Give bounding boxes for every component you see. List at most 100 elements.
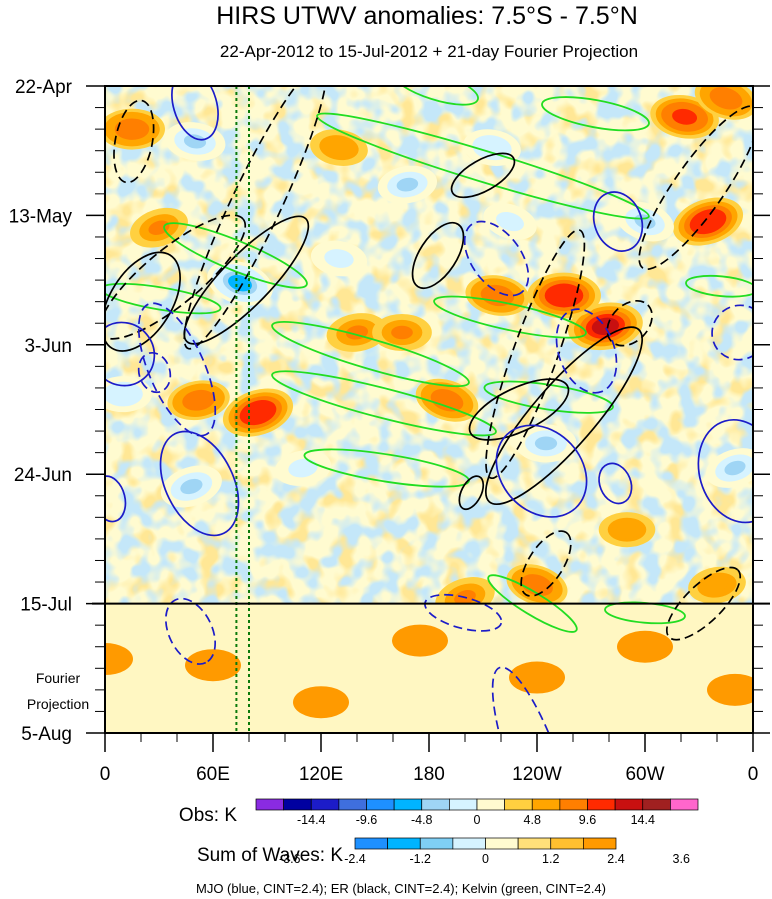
obs-hotspot-level (148, 220, 170, 235)
er-contour (183, 215, 310, 345)
obs-hotspot (598, 512, 656, 548)
wave-legend: MJO (blue, CINT=2.4); ER (black, CINT=2.… (196, 881, 606, 896)
kelvin-contour (433, 295, 587, 339)
colorbar-tick-label: -14.4 (297, 813, 326, 827)
colorbar-tick-label: -3.6 (279, 852, 301, 866)
colorbar-swatch (550, 837, 584, 850)
obs-hotspot (207, 260, 273, 306)
colorbar-tick-label: 2.4 (607, 852, 624, 866)
projection-hotspot (707, 673, 753, 706)
x-tick-label: 0 (100, 764, 111, 785)
obs-hotspot-level (112, 387, 134, 401)
projection-hotspot (293, 686, 349, 719)
colorbar-swatch (587, 798, 616, 811)
colorbar-tick-label: 1.2 (542, 852, 559, 866)
obs-hotspot (167, 380, 230, 421)
x-tick-label: 60E (196, 764, 230, 785)
obs-hotspot (515, 424, 577, 463)
obs-hotspot-level (525, 577, 549, 593)
kelvin-contour (316, 112, 650, 220)
obs-hotspot (616, 201, 674, 242)
mjo-contour (105, 475, 127, 523)
projection-anomaly-spots (105, 624, 753, 719)
projection-hotspot-level (408, 632, 432, 649)
kelvin-contour (271, 320, 470, 388)
colorbar-tick-label: 14.4 (631, 813, 655, 827)
colorbar-tick-label: 4.8 (524, 813, 541, 827)
obs-colorbar: -14.4 -9.6 -4.8 0 4.8 9.6 14.4 (255, 798, 699, 827)
obs-colorbar-label: Obs: K (179, 805, 237, 826)
obs-speckle-dry (105, 86, 753, 604)
obs-hotspot-level (591, 317, 620, 335)
colorbar-swatch (338, 798, 367, 811)
obs-hotspot (465, 275, 530, 316)
colorbar-swatch (517, 837, 552, 850)
mjo-contour (598, 462, 633, 505)
mjo-contour (491, 666, 577, 733)
obs-hotspot-level (391, 325, 413, 340)
er-contour (665, 566, 742, 641)
colorbar-swatch (531, 798, 561, 811)
obs-hotspot-level (485, 288, 510, 303)
er-contour (484, 326, 644, 506)
kelvin-contour (391, 86, 479, 106)
colorbar-swatch (419, 837, 454, 850)
projection-hotspot-level (723, 681, 747, 698)
mjo-contour (164, 597, 217, 665)
colorbar-tick-label: 9.6 (579, 813, 596, 827)
obs-hotspot (688, 566, 746, 604)
colorbar-tick-label: 0 (474, 813, 481, 827)
obs-anomaly-spots (105, 86, 753, 604)
obs-hotspot (326, 313, 388, 352)
y-tick-label: 3-Jun (24, 336, 72, 357)
obs-hotspot (377, 165, 438, 204)
kelvin-contour (303, 448, 470, 488)
obs-anomaly-field (105, 86, 753, 604)
projection-hotspot (392, 624, 448, 657)
er-contour (113, 99, 155, 184)
mjo-contour (159, 430, 240, 537)
y-axis: 22-Apr 13-May 3-Jun 24-Jun 15-Jul 5-Aug (9, 77, 770, 745)
mjo-contour (137, 351, 172, 394)
mjo-contour (105, 321, 156, 387)
projection-hotspot (617, 630, 673, 663)
mjo-contour (592, 191, 644, 252)
wave-contours (105, 86, 753, 733)
er-contour (411, 221, 465, 289)
obs-hotspot (164, 122, 226, 161)
colorbar-swatch (559, 798, 588, 811)
colorbar-swatch (283, 798, 312, 811)
obs-hotspot-level (706, 578, 728, 592)
y-tick-label: 24-Jun (14, 465, 72, 486)
obs-hotspot-level (183, 134, 207, 149)
projection-hotspot-level (309, 694, 333, 711)
colorbar-tick-label: -1.2 (409, 852, 431, 866)
waves-colorbar: -3.6 -2.4 -1.2 0 1.2 2.4 3.6 (279, 837, 690, 866)
mjo-contour (424, 593, 503, 632)
projection-hotspot-level (525, 669, 549, 686)
x-tick-label: 120W (512, 764, 562, 785)
projection-hotspot-level (633, 638, 657, 655)
x-tick-label: 0 (748, 764, 759, 785)
colorbar-swatch (504, 798, 533, 811)
kelvin-contour (685, 274, 753, 298)
chart-title: HIRS UTWV anomalies: 7.5°S - 7.5°N (216, 2, 638, 30)
colorbar-swatch (255, 798, 284, 811)
kelvin-contour (163, 222, 308, 289)
projection-field (105, 604, 753, 733)
colorbar-swatch (421, 798, 450, 811)
obs-hotspot-level (292, 461, 314, 475)
x-tick-label: 120E (299, 764, 343, 785)
er-contour (485, 229, 586, 480)
obs-hotspot (130, 207, 188, 248)
projection-label-line1: Fourier (36, 670, 81, 686)
colorbar-swatch (449, 798, 478, 811)
obs-hotspot-level (616, 523, 638, 537)
y-tick-label: 22-Apr (15, 77, 73, 98)
obs-hotspot (506, 564, 568, 604)
obs-hotspot (274, 450, 332, 486)
obs-hotspot (160, 465, 222, 508)
er-contour (105, 251, 181, 352)
obs-hotspot (694, 86, 753, 120)
obs-hotspot (415, 378, 479, 422)
